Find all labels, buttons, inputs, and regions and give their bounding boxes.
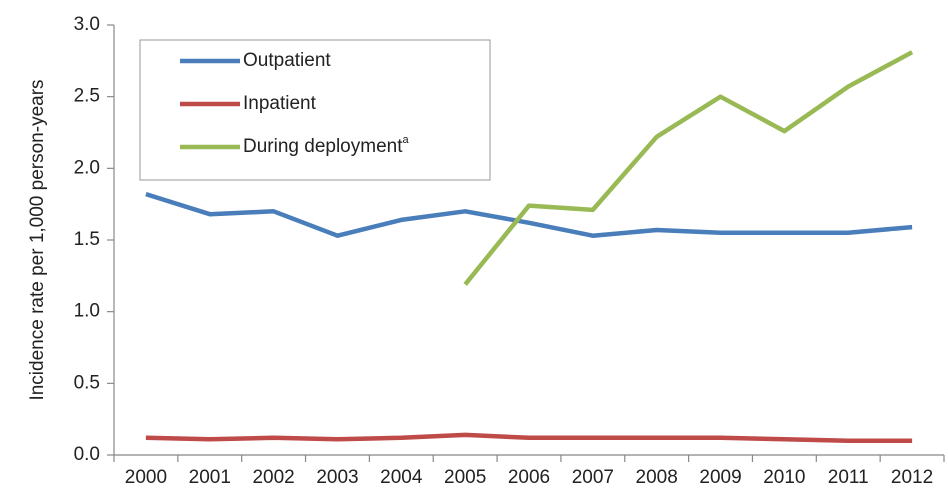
legend-name: Inpatient [243, 93, 317, 114]
y-tick-label: 2.5 [74, 86, 100, 107]
y-tick-label: 0.5 [74, 372, 100, 393]
legend-label: Inpatient [243, 93, 317, 114]
legend-label: During deploymenta [243, 134, 409, 157]
x-tick-label: 2008 [636, 467, 678, 488]
x-tick-label: 2004 [380, 467, 423, 488]
legend-name: Outpatient [243, 50, 331, 71]
x-tick-label: 2007 [572, 467, 614, 488]
x-tick-label: 2003 [316, 467, 358, 488]
x-tick-label: 2009 [699, 467, 741, 488]
y-tick-label: 1.0 [74, 301, 100, 322]
x-tick-label: 2005 [444, 467, 486, 488]
y-axis-label: Incidence rate per 1,000 person-years [27, 79, 48, 400]
legend-box [139, 39, 491, 181]
series-line [463, 50, 914, 286]
legend-superscript: a [402, 134, 409, 146]
legend-name: During deployment [243, 136, 403, 157]
y-tick-label: 1.5 [74, 229, 100, 250]
x-tick-label: 2002 [252, 467, 294, 488]
x-tick-label: 2012 [891, 467, 933, 488]
y-tick-label: 3.0 [74, 14, 100, 35]
x-tick-label: 2010 [763, 467, 805, 488]
series-line [145, 191, 913, 238]
series-line [145, 432, 913, 443]
y-tick-label: 0.0 [74, 444, 100, 465]
x-tick-label: 2006 [508, 467, 550, 488]
y-tick-label: 2.0 [74, 157, 100, 178]
legend-label: Outpatient [243, 50, 331, 71]
x-tick-label: 2000 [125, 467, 167, 488]
x-tick-label: 2011 [828, 467, 869, 488]
x-tick-label: 2001 [189, 467, 231, 488]
